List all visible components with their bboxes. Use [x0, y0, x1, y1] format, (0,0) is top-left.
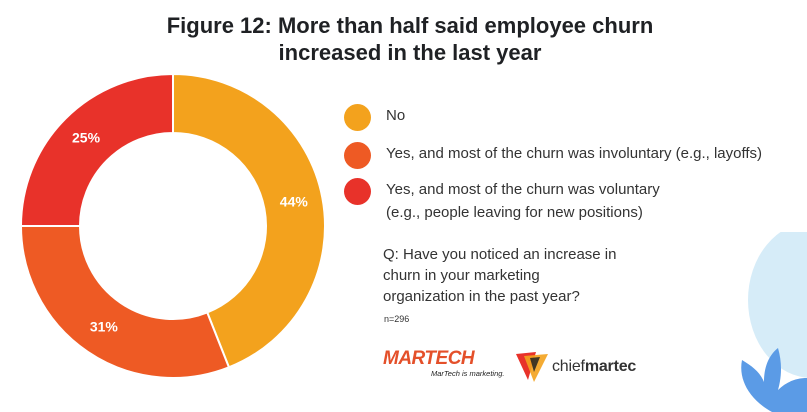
legend-swatch-involuntary: [344, 142, 371, 169]
slice-label-voluntary: 25%: [72, 130, 101, 146]
question-line-1: Q: Have you noticed an increase in: [383, 246, 617, 263]
decorative-corner-illustration: [741, 232, 807, 412]
chiefmartec-prefix: chief: [552, 358, 585, 375]
legend-swatch-voluntary: [344, 178, 371, 205]
donut-slice-no: [172, 72, 326, 369]
chiefmartec-wordmark: chiefmartec: [552, 358, 636, 376]
decorative-blob: [748, 232, 807, 378]
legend-label-voluntary-line-1: Yes, and most of the churn was voluntary: [386, 181, 660, 198]
donut-slice-involuntary: [19, 225, 231, 379]
donut-slices: [19, 72, 326, 379]
survey-question: Q: Have you noticed an increase in churn…: [383, 244, 683, 307]
chart-legend: No Yes, and most of the churn was involu…: [344, 104, 762, 230]
legend-item-involuntary: Yes, and most of the churn was involunta…: [344, 142, 762, 178]
chiefmartec-suffix: martec: [584, 358, 637, 375]
donut-slice-labels: 44% 31% 25%: [72, 130, 308, 335]
question-line-3: organization in the past year?: [383, 288, 580, 305]
chiefmartec-mark-icon: [516, 352, 548, 382]
legend-item-no: No: [344, 104, 762, 142]
legend-item-voluntary: Yes, and most of the churn was voluntary…: [344, 178, 762, 230]
martech-logo-tagline: MarTech is marketing.: [431, 369, 505, 378]
chart-title-line-1: Figure 12: More than half said employee …: [166, 13, 654, 38]
martech-logo-wordmark: MARTECH: [383, 348, 475, 369]
slice-label-no: 44%: [280, 194, 309, 210]
legend-label-voluntary-line-2: (e.g., people leaving for new positions): [386, 204, 643, 221]
chart-title-line-2: increased in the last year: [278, 40, 542, 65]
decorative-leaf-icon: [741, 348, 807, 412]
question-line-2: churn in your marketing: [383, 267, 540, 284]
donut-slice-voluntary: [19, 72, 174, 227]
chart-title: Figure 12: More than half said employee …: [60, 12, 760, 66]
donut-chart: 44% 31% 25%: [19, 72, 326, 379]
martech-logo: MARTECH MarTech is marketing.: [383, 348, 505, 379]
legend-label-no: No: [386, 107, 406, 124]
legend-label-involuntary: Yes, and most of the churn was involunta…: [386, 145, 763, 162]
slice-label-involuntary: 31%: [90, 318, 119, 334]
sample-size: n=296: [384, 314, 410, 324]
legend-swatch-no: [344, 104, 371, 131]
